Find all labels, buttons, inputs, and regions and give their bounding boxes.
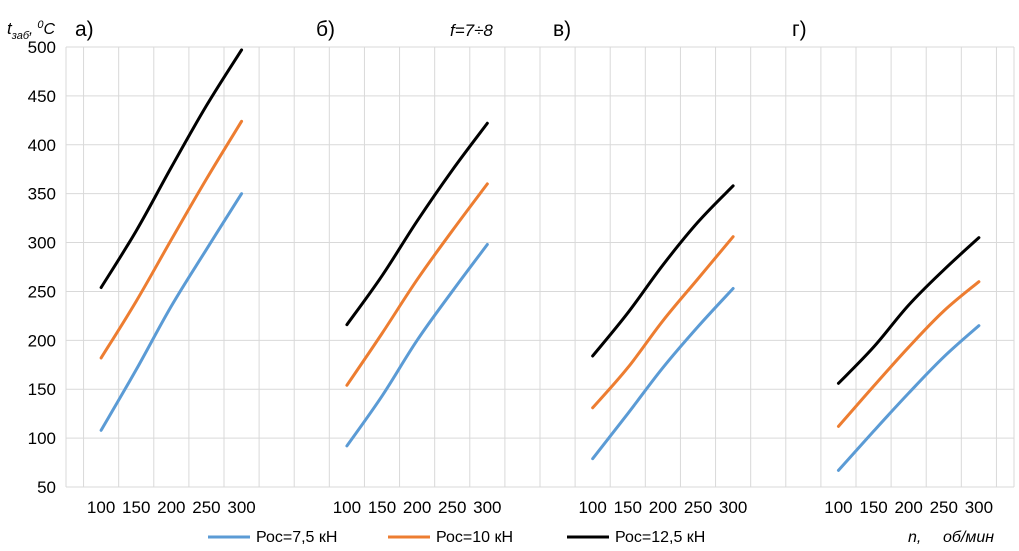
series-line-p3-s2	[591, 235, 735, 410]
panel-label-v: в)	[553, 18, 571, 41]
x-tick-label-p3-0: 100	[578, 498, 606, 517]
y-tick-label-8: 450	[28, 87, 56, 106]
legend-label-series-1: Рос=7,5 кН	[256, 529, 337, 546]
x-tick-label-p1-2: 200	[157, 498, 185, 517]
x-tick-label-p3-1: 150	[614, 498, 642, 517]
series-line-p1-s3	[99, 48, 244, 290]
x-tick-label-p3-4: 300	[719, 498, 747, 517]
series-line-p4-s3	[836, 236, 981, 385]
x-tick-label-p4-1: 150	[859, 498, 887, 517]
series-line-p3-s3	[591, 184, 735, 358]
series-line-p2-s1	[345, 243, 489, 448]
x-tick-label-p1-1: 150	[122, 498, 150, 517]
annotation-f: f=7÷8	[450, 21, 493, 40]
x-tick-label-p1-4: 300	[227, 498, 255, 517]
panel-label-a: а)	[75, 18, 94, 41]
grid	[65, 46, 1015, 488]
x-tick-label-p3-2: 200	[649, 498, 677, 517]
y-tick-label-2: 150	[28, 380, 56, 399]
x-tick-label-p2-3: 250	[438, 498, 466, 517]
y-tick-label-7: 400	[28, 136, 56, 155]
x-tick-label-p1-0: 100	[87, 498, 115, 517]
y-tick-label-0: 50	[37, 478, 56, 497]
x-tick-label-p4-4: 300	[965, 498, 993, 517]
x-tick-label-p4-0: 100	[824, 498, 852, 517]
y-axis-label-comma: ,	[29, 21, 37, 38]
x-tick-label-p2-1: 150	[368, 498, 396, 517]
x-tick-label-p2-4: 300	[473, 498, 501, 517]
series-line-p2-s3	[345, 121, 489, 327]
y-axis-label-sub: заб	[11, 30, 30, 42]
y-tick-label-3: 200	[28, 331, 56, 350]
y-tick-label-6: 350	[28, 185, 56, 204]
y-axis-ticks: 50 100 150 200 250 300 350 400 450 500	[28, 38, 56, 497]
y-tick-label-9: 500	[28, 38, 56, 57]
y-axis-label-main: t	[7, 19, 13, 38]
x-tick-label-p2-2: 200	[403, 498, 431, 517]
y-tick-label-4: 250	[28, 282, 56, 301]
y-axis-label: tзаб, 0C	[7, 19, 56, 42]
series-line-p1-s2	[99, 119, 244, 360]
x-tick-label-p1-3: 250	[192, 498, 220, 517]
x-tick-label-p3-3: 250	[684, 498, 712, 517]
y-tick-label-1: 100	[28, 429, 56, 448]
panel-label-g: г)	[792, 18, 807, 41]
x-axis-label-var: n,	[908, 529, 921, 546]
x-tick-label-p4-3: 250	[930, 498, 958, 517]
x-tick-label-p4-2: 200	[894, 498, 922, 517]
series-line-p3-s1	[591, 287, 735, 461]
series-line-p1-s1	[99, 192, 244, 432]
y-axis-label-unit: C	[44, 21, 56, 38]
y-axis-label-unit-sup: 0	[37, 19, 44, 31]
legend-label-series-3: Рос=12,5 кН	[615, 529, 705, 546]
y-tick-label-5: 300	[28, 234, 56, 253]
panel-label-b: б)	[316, 18, 335, 41]
legend: Рос=7,5 кН Рос=10 кН Рос=12,5 кН	[208, 529, 705, 546]
series-lines	[99, 48, 981, 472]
series-line-p4-s1	[836, 324, 981, 472]
series-line-p2-s2	[345, 182, 489, 387]
x-tick-label-p2-0: 100	[333, 498, 361, 517]
legend-label-series-2: Рос=10 кН	[436, 529, 513, 546]
series-line-p4-s2	[836, 280, 981, 428]
x-axis-label-unit: об/мин	[943, 529, 994, 546]
x-axis-ticks: 100 150 200 250 300 100 150 200 250 300 100 150 200 2…	[87, 498, 993, 517]
